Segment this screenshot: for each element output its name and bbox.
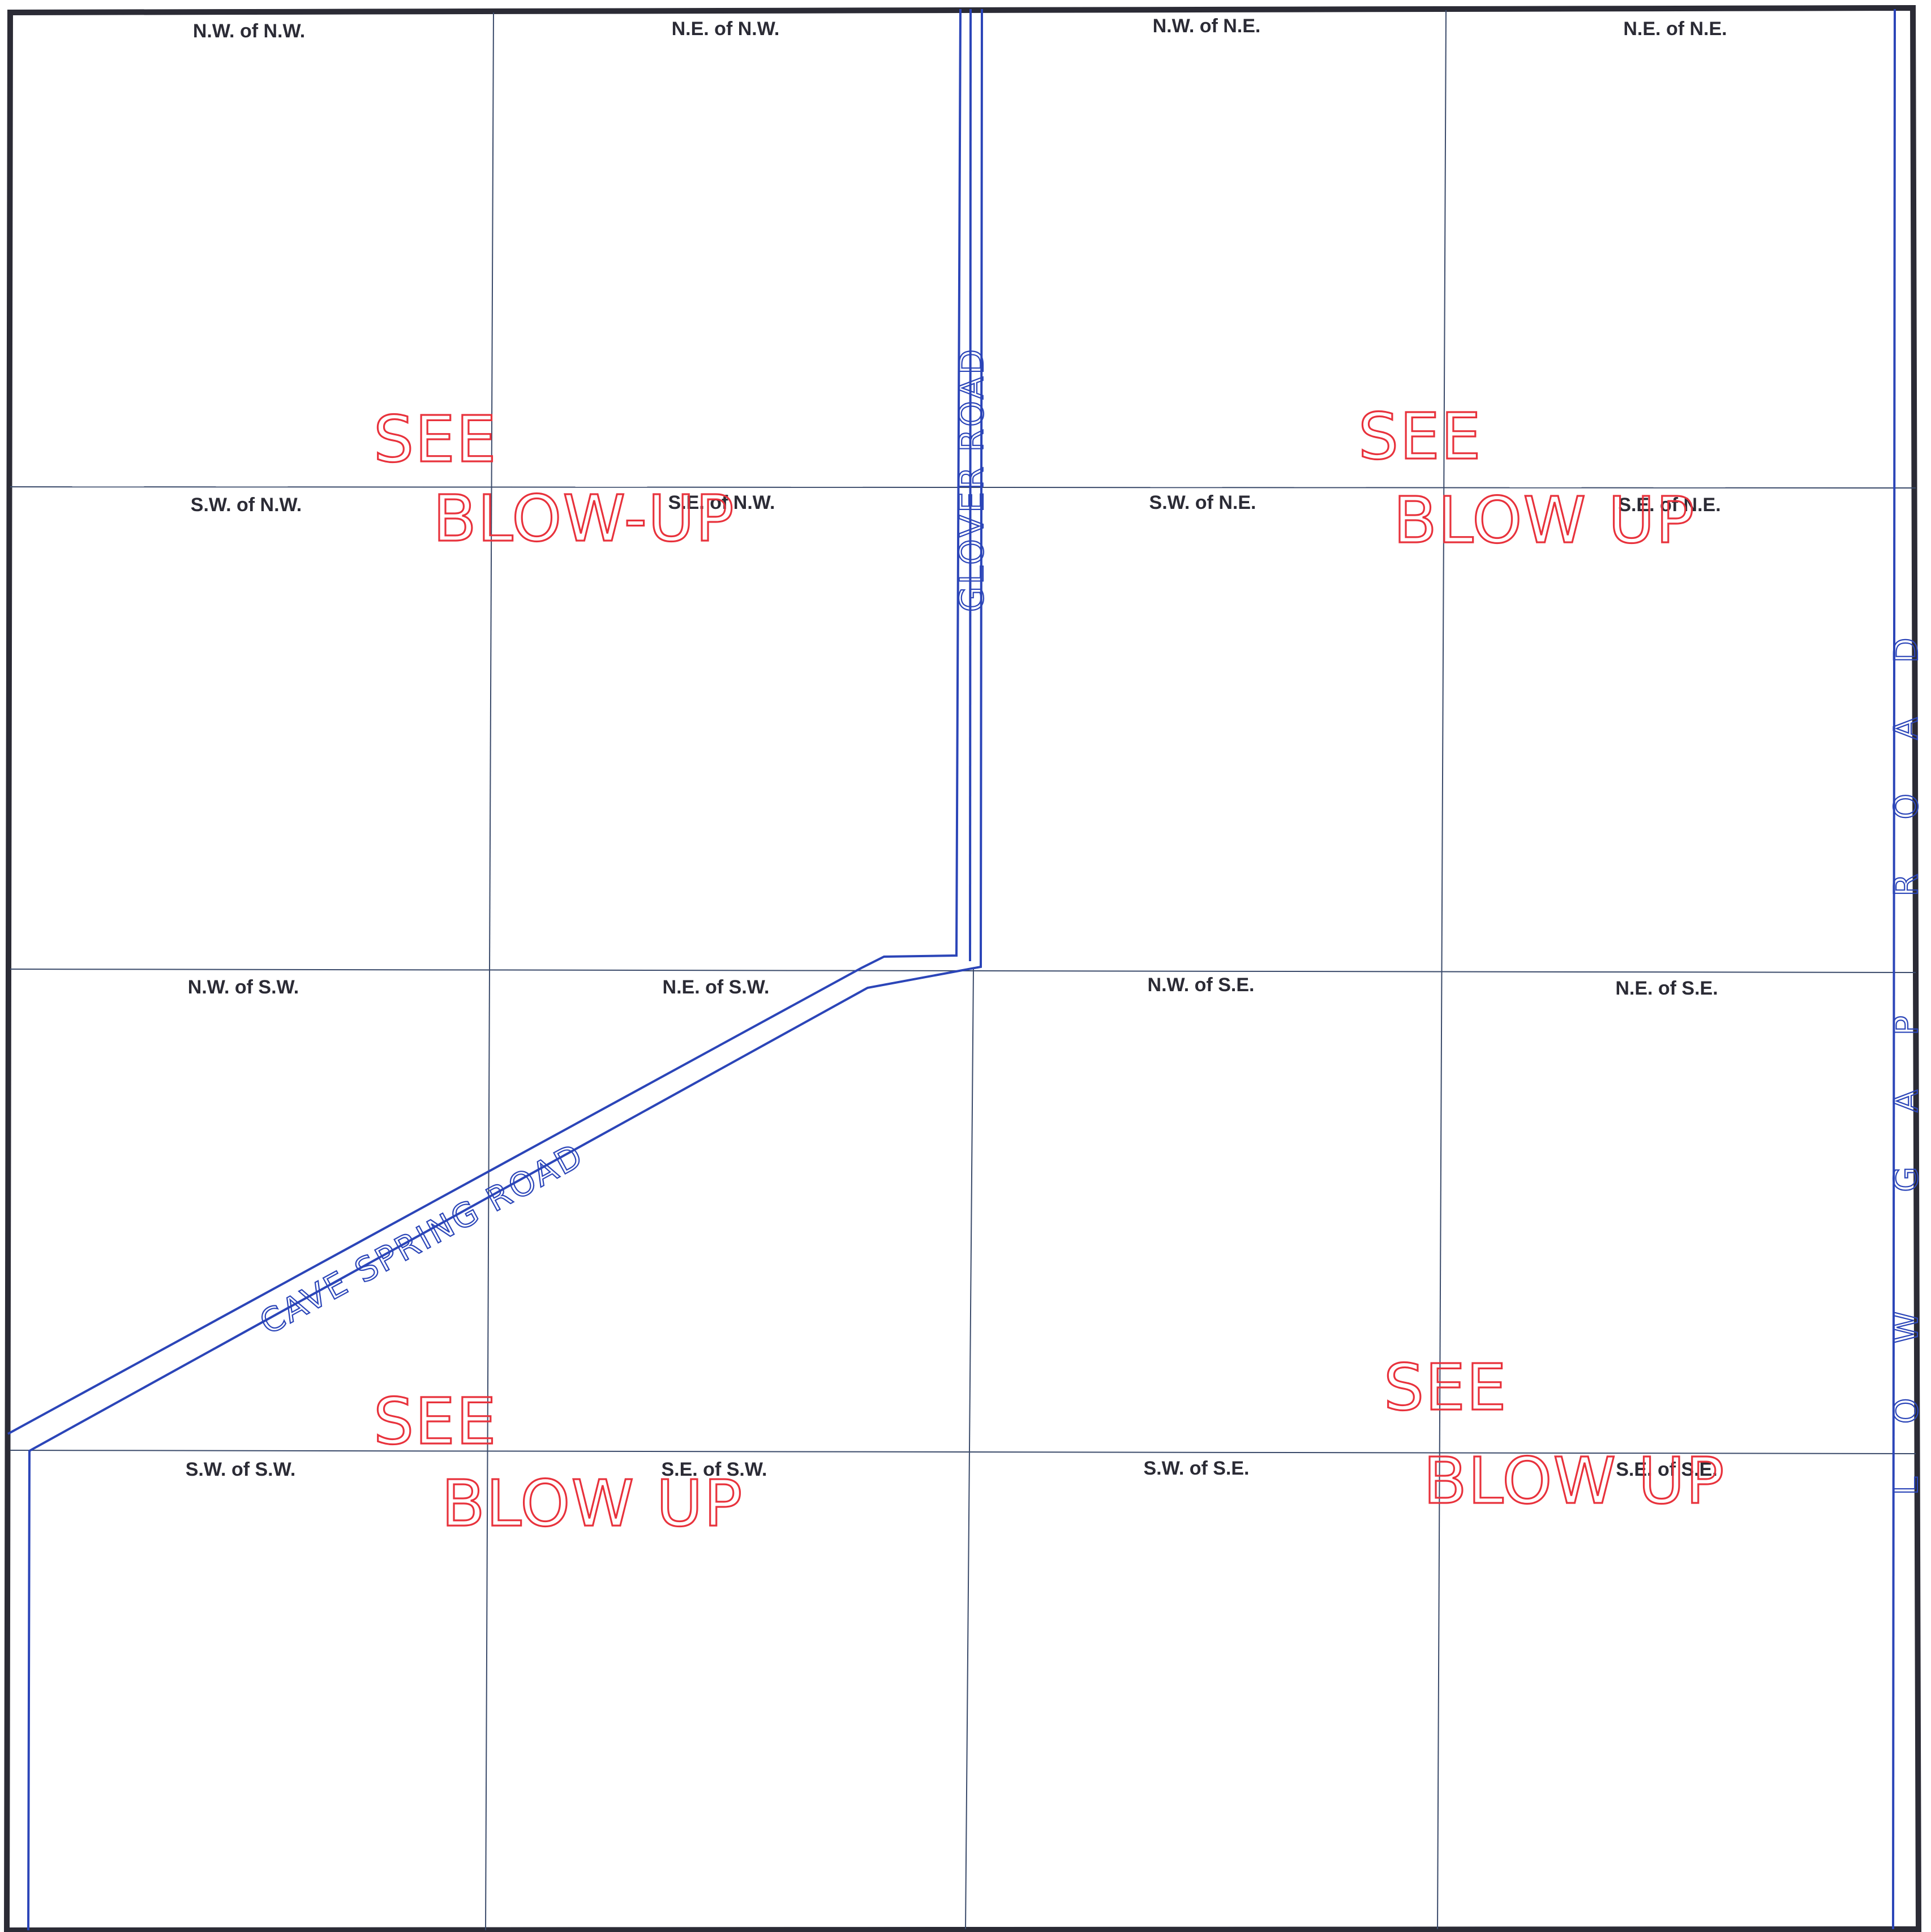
grid-line-vertical-center [965,969,974,1930]
blowup-note-ne-line2: BLOW UP [1393,484,1695,558]
quarter-label-se-of-se: S.E. of S.E. [1616,1459,1717,1480]
grid-line-horizontal-north [10,486,1916,489]
glover-road-centerline [969,8,972,962]
quarter-label-se-of-nw: S.E. of N.W. [668,492,775,513]
quarter-label-ne-of-sw: N.E. of S.W. [663,976,770,998]
quarter-labels: N.W. of N.W. N.E. of N.W. N.W. of N.E. N… [186,15,1727,1480]
road-label-low-gap: LOW GAP ROAD [1887,584,1925,1496]
quarter-label-nw-of-ne: N.W. of N.E. [1153,15,1261,37]
blowup-note-se-line1: SEE [1384,1351,1508,1425]
quarter-label-nw-of-se: N.W. of S.E. [1148,974,1255,996]
blowup-note-nw-line2: BLOW-UP [433,482,735,556]
low-gap-road-edge [1892,8,1896,1930]
grid-line-vertical-west [485,12,494,1931]
quarter-label-ne-of-se: N.E. of S.E. [1615,978,1718,999]
glover-road-east-edge [27,8,983,1931]
grid-line-horizontal-south [10,1450,1916,1454]
quarter-label-sw-of-ne: S.W. of N.E. [1149,492,1256,513]
blowup-note-se-line2: BLOW UP [1423,1445,1725,1518]
section-boundary [3,5,1922,1932]
road-label-glover: GLOVER ROAD [952,347,991,612]
quarter-label-nw-of-nw: N.W. of N.W. [193,20,305,42]
quarter-label-sw-of-nw: S.W. of N.W. [191,494,302,516]
roads [7,8,1896,1931]
quarter-label-se-of-sw: S.E. of S.W. [661,1459,767,1480]
quarter-label-se-of-ne: S.E. of N.E. [1618,494,1720,516]
quarter-label-sw-of-se: S.W. of S.E. [1143,1458,1249,1479]
grid-line-vertical-east [1437,10,1447,1930]
quarter-label-sw-of-sw: S.W. of S.W. [186,1459,296,1480]
road-label-cave-spring: CAVE SPRING ROAD [254,1136,590,1342]
quarter-label-ne-of-ne: N.E. of N.E. [1623,18,1727,40]
blowup-notes: SEE BLOW-UP SEE BLOW UP SEE BLOW UP SEE … [372,399,1725,1541]
blowup-note-ne-line1: SEE [1358,400,1482,474]
blowup-note-sw-line1: SEE [374,1385,497,1459]
blowup-note-nw-line1: SEE [374,403,497,477]
quarter-label-nw-of-sw: N.W. of S.W. [188,976,299,998]
blowup-note-sw-line2: BLOW UP [441,1467,743,1541]
glover-road-west-edge [7,8,962,1435]
quarter-label-ne-of-nw: N.E. of N.W. [672,18,780,40]
